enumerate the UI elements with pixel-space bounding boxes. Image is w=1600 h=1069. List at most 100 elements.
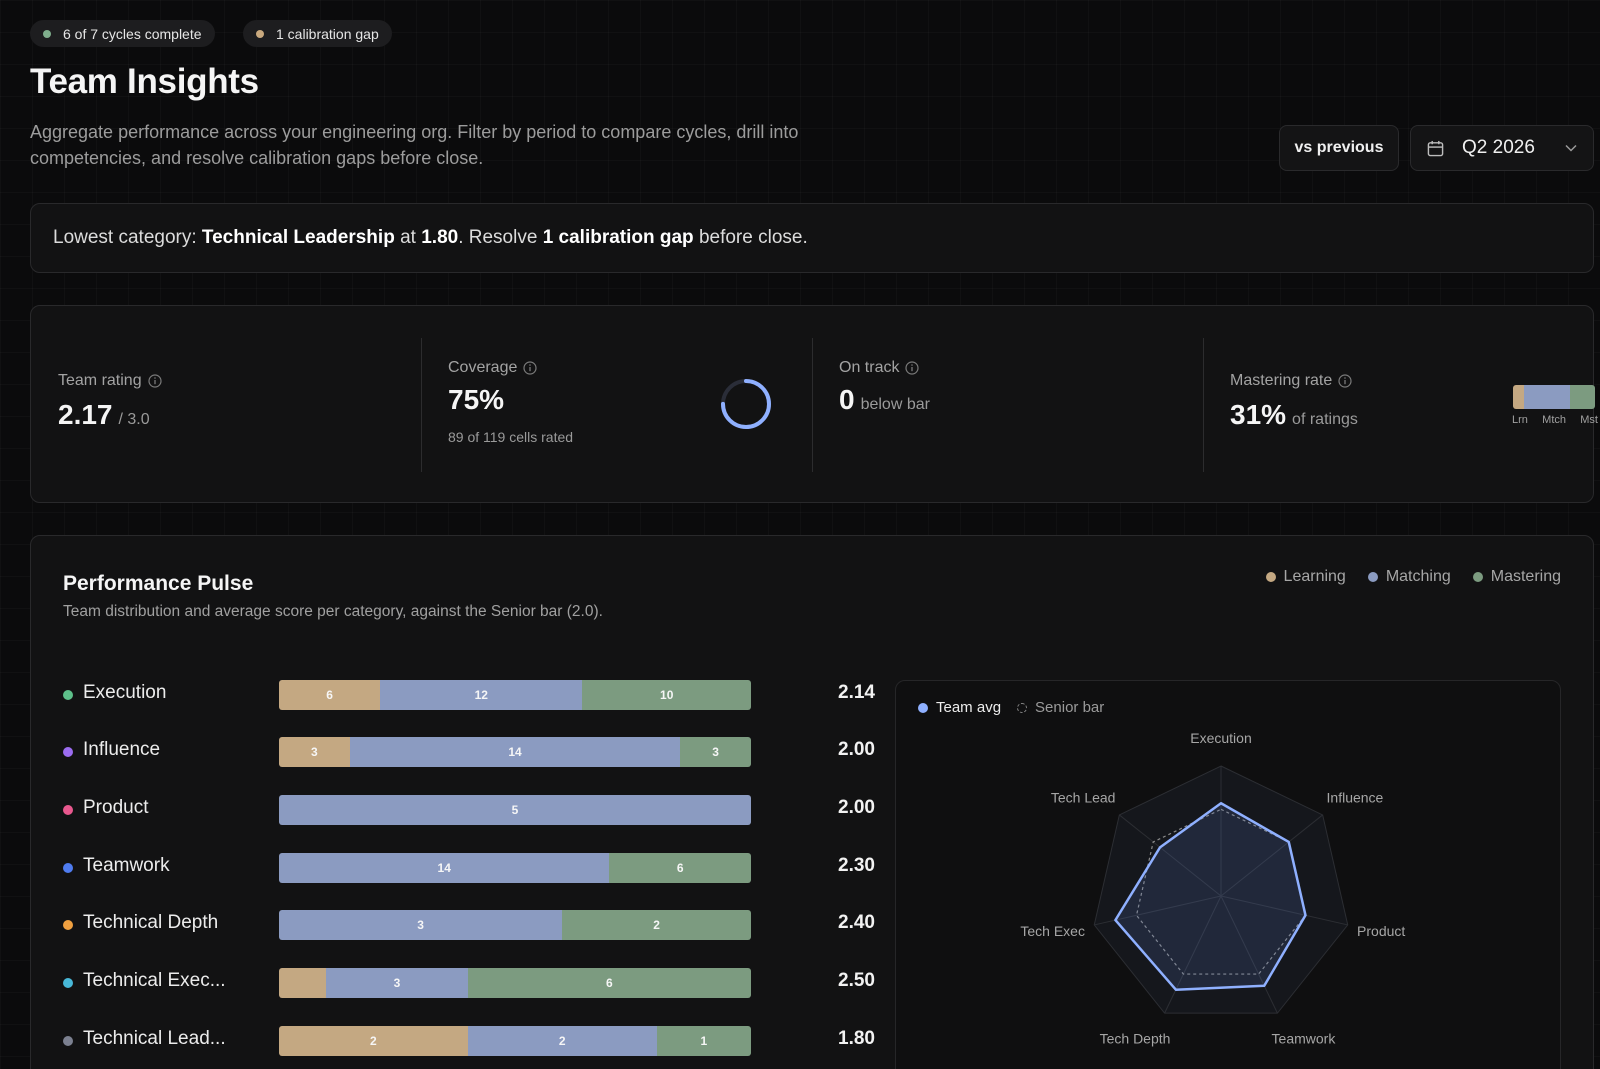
banner-mid: . Resolve xyxy=(458,227,543,248)
learning-segment[interactable] xyxy=(279,968,327,998)
on-track-stat: On track 0 below bar xyxy=(812,306,1203,504)
mastering-rate-value: 31% xyxy=(1230,399,1287,430)
legend-dot xyxy=(918,702,928,713)
mini-label-mastering: Mst xyxy=(1580,414,1598,426)
mastering-mini-bar xyxy=(1513,385,1595,409)
category-row[interactable]: Execution 6 12 10 2.14 xyxy=(63,680,875,710)
legend-dot xyxy=(1265,572,1276,582)
category-row[interactable]: Teamwork 14 6 2.30 xyxy=(63,853,875,883)
info-icon[interactable] xyxy=(523,361,537,375)
radar-spoke xyxy=(1220,895,1348,926)
category-row[interactable]: Influence 3 14 3 2.00 xyxy=(63,737,875,767)
on-track-value: 0 xyxy=(839,384,855,415)
radar-axis-label: Execution xyxy=(1190,730,1251,746)
period-label: Q2 2026 xyxy=(1462,137,1535,158)
matching-segment[interactable]: 3 xyxy=(326,968,468,998)
category-row[interactable]: Technical Depth 3 2 2.40 xyxy=(63,910,875,940)
distribution-bar[interactable]: 5 xyxy=(279,795,751,825)
legend-dot xyxy=(1472,572,1483,582)
matching-segment[interactable]: 3 xyxy=(279,910,563,940)
period-select[interactable]: Q2 2026 xyxy=(1410,125,1594,171)
distribution-bar[interactable]: 6 12 10 xyxy=(279,680,751,710)
lowest-category-banner: Lowest category: Technical Leadership at… xyxy=(30,203,1594,273)
banner-suffix: before close. xyxy=(693,227,808,248)
mastering-segment[interactable]: 3 xyxy=(680,737,751,767)
matching-segment[interactable]: 14 xyxy=(349,737,681,767)
pulse-subtitle: Team distribution and average score per … xyxy=(63,603,603,620)
category-name: Execution xyxy=(83,682,167,703)
calibration-gap-pill[interactable]: 1 calibration gap xyxy=(243,20,392,47)
learning-segment[interactable]: 3 xyxy=(279,737,350,767)
pulse-legend: Learning Matching Mastering xyxy=(1244,568,1561,586)
radar-chart: Execution Influence Product Teamwork Tech De… xyxy=(1020,730,1405,1046)
radar-axis-label: Tech Depth xyxy=(1100,1030,1171,1046)
category-dot xyxy=(63,805,73,815)
category-name: Technical Exec... xyxy=(83,970,226,991)
calibration-gap-label: 1 calibration gap xyxy=(276,25,379,42)
status-dot xyxy=(256,29,264,38)
category-row[interactable]: Technical Lead... 2 2 1 1.80 xyxy=(63,1026,875,1056)
category-average: 2.00 xyxy=(838,797,875,818)
radar-legend-team-label: Team avg xyxy=(936,699,1002,716)
senior-bar-polygon xyxy=(1135,808,1307,975)
radar-legend-bar-label: Senior bar xyxy=(1035,699,1105,716)
mastering-segment[interactable]: 1 xyxy=(656,1026,751,1056)
team-rating-stat: Team rating 2.17 / 3.0 xyxy=(31,306,421,504)
matching-segment[interactable]: 12 xyxy=(380,680,583,710)
category-dot xyxy=(63,978,73,988)
pulse-title: Performance Pulse xyxy=(63,572,254,595)
radar-spoke xyxy=(1119,814,1222,897)
category-row[interactable]: Product 5 2.00 xyxy=(63,795,875,825)
banner-prefix: Lowest category: xyxy=(53,227,202,248)
info-icon[interactable] xyxy=(147,374,162,388)
legend-mastering-label: Mastering xyxy=(1490,568,1561,585)
learning-segment[interactable]: 2 xyxy=(279,1026,468,1056)
distribution-bar[interactable]: 3 14 3 xyxy=(279,737,751,767)
radar-spoke xyxy=(1220,895,1278,1014)
learning-segment[interactable]: 6 xyxy=(279,680,381,710)
mastering-segment[interactable]: 10 xyxy=(582,680,751,710)
chevron-down-icon xyxy=(1565,144,1577,152)
radar-chart-card: Execution Influence Product Teamwork Tech De… xyxy=(895,680,1561,1069)
matching-segment[interactable]: 14 xyxy=(279,853,610,883)
category-name: Technical Lead... xyxy=(83,1028,226,1049)
info-icon[interactable] xyxy=(905,361,920,375)
category-dot xyxy=(63,863,73,873)
category-average: 2.40 xyxy=(838,912,875,933)
banner-gap: 1 calibration gap xyxy=(542,227,694,248)
matching-segment[interactable]: 5 xyxy=(279,795,751,825)
category-row[interactable]: Technical Exec... 3 6 2.50 xyxy=(63,968,875,998)
info-icon[interactable] xyxy=(1338,374,1352,388)
on-track-unit: below bar xyxy=(860,396,930,413)
divider xyxy=(421,338,422,472)
mastering-segment[interactable]: 6 xyxy=(609,853,751,883)
category-name: Influence xyxy=(83,739,161,760)
mastering-segment[interactable]: 6 xyxy=(467,968,751,998)
legend-dot xyxy=(1017,702,1028,713)
team-rating-label: Team rating xyxy=(58,372,142,389)
divider xyxy=(1203,338,1204,472)
distribution-bar[interactable]: 14 6 xyxy=(279,853,751,883)
mastering-rate-label: Mastering rate xyxy=(1230,372,1333,389)
banner-category: Technical Leadership xyxy=(201,227,395,248)
radar-axis-label: Tech Lead xyxy=(1051,789,1116,805)
category-average: 2.00 xyxy=(838,739,875,760)
mastering-rate-unit: of ratings xyxy=(1292,411,1358,428)
status-dot xyxy=(43,29,51,38)
mini-bar-learning xyxy=(1513,385,1525,409)
matching-segment[interactable]: 2 xyxy=(467,1026,657,1056)
compare-previous-label: vs previous xyxy=(1294,139,1384,156)
team-rating-unit: / 3.0 xyxy=(118,411,150,428)
compare-previous-button[interactable]: vs previous xyxy=(1279,125,1399,171)
coverage-sub: 89 of 119 cells rated xyxy=(448,429,574,445)
mini-bar-mastering xyxy=(1569,385,1595,409)
mini-label-matching: Mtch xyxy=(1542,414,1566,426)
coverage-value: 75% xyxy=(448,384,505,415)
page-title: Team Insights xyxy=(30,62,259,101)
on-track-label: On track xyxy=(839,359,900,376)
mastering-segment[interactable]: 2 xyxy=(562,910,751,940)
team-rating-value: 2.17 xyxy=(58,399,113,430)
